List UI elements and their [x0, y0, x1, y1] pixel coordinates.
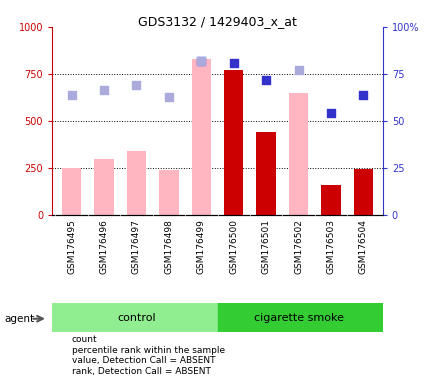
Bar: [224, 70, 243, 215]
Text: cigarette smoke: cigarette smoke: [253, 313, 343, 323]
Bar: [217, 303, 382, 332]
Text: GSM176498: GSM176498: [164, 220, 173, 274]
Bar: [62, 168, 81, 215]
Bar: [353, 169, 372, 215]
Point: [100, 87, 107, 93]
Text: GSM176495: GSM176495: [67, 220, 76, 274]
Text: GSM176501: GSM176501: [261, 220, 270, 275]
Bar: [191, 59, 210, 215]
Bar: [288, 93, 308, 215]
Text: count: count: [72, 335, 97, 344]
Bar: [126, 151, 146, 215]
Text: GSM176497: GSM176497: [132, 220, 141, 274]
Point: [359, 91, 366, 98]
Point: [294, 67, 301, 73]
Text: GSM176496: GSM176496: [99, 220, 108, 274]
Bar: [94, 159, 114, 215]
Point: [165, 94, 172, 101]
Text: rank, Detection Call = ABSENT: rank, Detection Call = ABSENT: [72, 367, 210, 376]
Point: [68, 91, 75, 98]
Text: GDS3132 / 1429403_x_at: GDS3132 / 1429403_x_at: [138, 15, 296, 28]
Bar: [256, 132, 275, 215]
Text: agent: agent: [4, 314, 34, 324]
Text: GSM176504: GSM176504: [358, 220, 367, 274]
Point: [327, 110, 334, 116]
Text: percentile rank within the sample: percentile rank within the sample: [72, 346, 224, 355]
Text: GSM176500: GSM176500: [229, 220, 238, 275]
Text: GSM176503: GSM176503: [326, 220, 335, 275]
Point: [230, 60, 237, 66]
Text: GSM176502: GSM176502: [293, 220, 302, 274]
Bar: [320, 185, 340, 215]
Text: GSM176499: GSM176499: [196, 220, 205, 274]
Bar: [52, 303, 217, 332]
Point: [262, 76, 269, 83]
Point: [133, 82, 140, 88]
Point: [197, 58, 204, 64]
Point: [197, 58, 204, 64]
Text: control: control: [117, 313, 155, 323]
Text: value, Detection Call = ABSENT: value, Detection Call = ABSENT: [72, 356, 215, 366]
Bar: [159, 170, 178, 215]
